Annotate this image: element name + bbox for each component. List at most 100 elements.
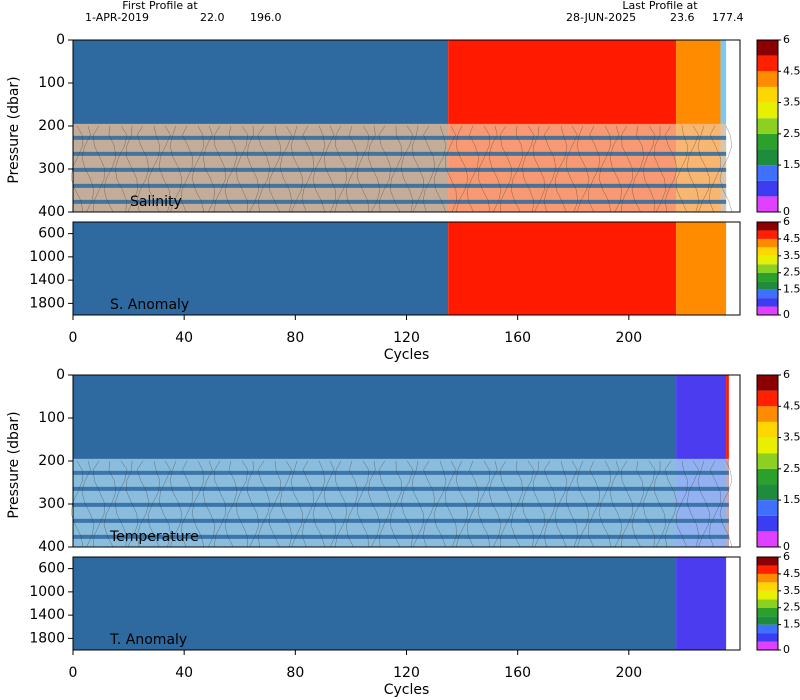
- colorbar-label: 0: [783, 205, 790, 218]
- colorbar-label: 0: [783, 643, 790, 656]
- y-tick-label: 400: [38, 204, 65, 220]
- last-lat: 23.6: [670, 11, 695, 24]
- y-axis-label: Pressure (dbar): [6, 411, 22, 518]
- colorbar-label: 2.5: [783, 266, 800, 279]
- x-tick-label: 80: [286, 330, 304, 346]
- colorbar-label: 3.5: [783, 431, 800, 444]
- colorbar-cell: [757, 238, 778, 248]
- stripe: [73, 486, 729, 491]
- y-tick-label: 100: [38, 75, 65, 91]
- colorbar-frame: [756, 556, 779, 651]
- colorbar-cell: [757, 453, 778, 469]
- panel-label: T. Anomaly: [109, 632, 187, 648]
- colorbar-frame: [756, 221, 779, 316]
- colorbar-label: 3.5: [783, 584, 800, 597]
- colorbar-label: 4.5: [783, 399, 800, 412]
- x-axis-label: Cycles: [384, 347, 430, 363]
- y-tick-label: 400: [38, 539, 65, 555]
- colorbar-cell: [757, 590, 778, 600]
- colorbar-cell: [757, 133, 778, 150]
- x-tick-label: 120: [393, 665, 420, 681]
- colorbar-label: 4.5: [783, 64, 800, 77]
- y-tick-label: 600: [38, 226, 65, 242]
- colorbar-cell: [757, 633, 778, 642]
- colorbar-cell: [757, 421, 778, 438]
- colorbar-cell: [757, 289, 778, 299]
- y-tick-label: 0: [56, 367, 65, 383]
- x-tick-label: 200: [615, 330, 642, 346]
- colorbar-label: 6: [783, 368, 790, 381]
- stripe: [73, 135, 727, 140]
- y-tick-label: 300: [38, 496, 65, 512]
- y-tick-label: 1800: [29, 630, 65, 646]
- colorbar-cell: [757, 565, 778, 574]
- stripe: [73, 518, 729, 523]
- colorbar-cell: [757, 196, 778, 212]
- last-date: 28-JUN-2025: [566, 11, 636, 24]
- y-tick-label: 200: [38, 118, 65, 134]
- x-tick-label: 160: [504, 330, 531, 346]
- colorbar-label: 1.5: [783, 283, 800, 296]
- colorbar-cell: [757, 165, 778, 181]
- stripe: [73, 183, 727, 188]
- colorbar-label: 3.5: [783, 249, 800, 262]
- x-tick-label: 80: [286, 665, 304, 681]
- colorbar-label: 6: [783, 33, 790, 46]
- colorbar-cell: [757, 607, 778, 617]
- colorbar-cell: [757, 641, 778, 650]
- colorbar-frame: [756, 39, 779, 213]
- colorbar-cell: [757, 406, 778, 422]
- band: [676, 222, 727, 315]
- x-axis-label: Cycles: [384, 682, 430, 698]
- contours: [70, 460, 733, 548]
- colorbar-label: 1.5: [783, 158, 800, 171]
- colorbar-label: 6: [783, 550, 790, 563]
- first-label: First Profile at: [122, 0, 198, 12]
- last-label: Last Profile at: [622, 0, 698, 12]
- colorbar-cell: [757, 40, 778, 56]
- panel-label: Salinity: [130, 194, 182, 210]
- colorbar-cell: [757, 306, 778, 315]
- y-tick-label: 200: [38, 453, 65, 469]
- colorbar-label: 4.5: [783, 567, 800, 580]
- colorbar-cell: [757, 102, 778, 119]
- colorbar-cell: [757, 86, 778, 103]
- colorbar-cell: [757, 375, 778, 391]
- y-tick-label: 1400: [29, 272, 65, 288]
- panel-label: S. Anomaly: [110, 297, 189, 313]
- colorbar-frame: [756, 374, 779, 548]
- colorbar-cell: [757, 531, 778, 547]
- stripe: [73, 534, 729, 539]
- panel-label: Temperature: [109, 529, 199, 545]
- y-tick-label: 300: [38, 161, 65, 177]
- colorbar-cell: [757, 624, 778, 634]
- colorbar-cell: [757, 255, 778, 265]
- last-lon: 177.4: [712, 11, 744, 24]
- stripe: [73, 199, 727, 204]
- x-tick-label: 160: [504, 665, 531, 681]
- colorbar-cell: [757, 599, 778, 608]
- colorbar-cell: [757, 582, 778, 591]
- band: [676, 557, 727, 650]
- colorbar-cell: [757, 616, 778, 625]
- band: [73, 557, 677, 650]
- colorbar-cell: [757, 264, 778, 273]
- colorbar-cell: [757, 230, 778, 239]
- x-tick-label: 120: [393, 330, 420, 346]
- y-axis-label: Pressure (dbar): [6, 76, 22, 183]
- stripe: [73, 502, 729, 507]
- colorbar-cell: [757, 222, 778, 231]
- x-tick-label: 0: [69, 665, 78, 681]
- colorbar-cell: [757, 484, 778, 501]
- colorbar-label: 6: [783, 215, 790, 228]
- colorbar-cell: [757, 149, 778, 166]
- x-tick-label: 40: [175, 665, 193, 681]
- y-tick-label: 1000: [29, 249, 65, 265]
- x-tick-label: 200: [615, 665, 642, 681]
- colorbar-cell: [757, 247, 778, 256]
- colorbar-cell: [757, 390, 778, 407]
- colorbar-label: 1.5: [783, 493, 800, 506]
- colorbar-label: 3.5: [783, 96, 800, 109]
- colorbar-cell: [757, 437, 778, 454]
